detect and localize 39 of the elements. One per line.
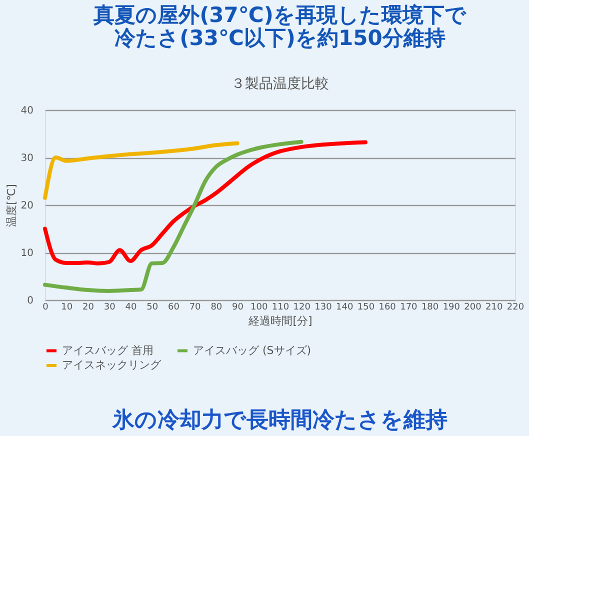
x-axis-title: 経過時間[分]: [248, 314, 312, 328]
legend-label: アイスバッグ 首用: [62, 344, 154, 357]
x-tick-label: 190: [442, 302, 460, 312]
x-tick-label: 160: [378, 302, 396, 312]
x-tick-label: 200: [464, 302, 482, 312]
line-series: [43, 140, 368, 266]
x-tick-label: 40: [125, 302, 137, 312]
x-tick-label: 20: [82, 302, 94, 312]
x-tick-label: 220: [506, 302, 524, 312]
x-tick-label: 70: [189, 302, 202, 312]
x-tick-label: 90: [232, 302, 244, 312]
x-tick-label: 180: [421, 302, 439, 312]
x-tick-label: 110: [272, 302, 290, 312]
x-tick-label: 50: [146, 302, 158, 312]
x-tick-label: 130: [314, 302, 332, 312]
x-tick-label: 100: [250, 302, 268, 312]
x-tick-label: 140: [336, 302, 354, 312]
text: 冷たさ(33℃以下)を約150分維持: [114, 26, 446, 50]
text: 氷の冷却力で長時間冷たさを維持: [112, 408, 448, 433]
x-tick-label: 210: [486, 302, 503, 312]
x-tick-label: 60: [168, 302, 180, 312]
line-series: [43, 141, 240, 200]
legend-label: アイスバッグ (Sサイズ): [193, 344, 312, 357]
y-tick-label: 30: [20, 153, 34, 164]
legend-label: アイスネックリング: [62, 358, 162, 372]
y-tick-label: 10: [20, 248, 34, 259]
x-tick-label: 170: [400, 302, 418, 312]
y-axis-title: 温度[℃]: [4, 184, 18, 227]
x-tick-label: 10: [61, 302, 73, 312]
x-tick-label: 80: [210, 302, 222, 312]
chart-subtitle: ３製品温度比較: [231, 76, 329, 92]
y-tick-label: 20: [20, 200, 34, 212]
x-tick-label: 120: [293, 302, 311, 312]
x-tick-label: 0: [42, 302, 49, 312]
x-tick-label: 150: [357, 302, 375, 312]
x-tick-label: 30: [104, 302, 116, 312]
line-series: [43, 140, 304, 293]
y-tick-label: 40: [20, 106, 34, 116]
text: 真夏の屋外(37℃)を再現した環境下で: [94, 3, 466, 27]
